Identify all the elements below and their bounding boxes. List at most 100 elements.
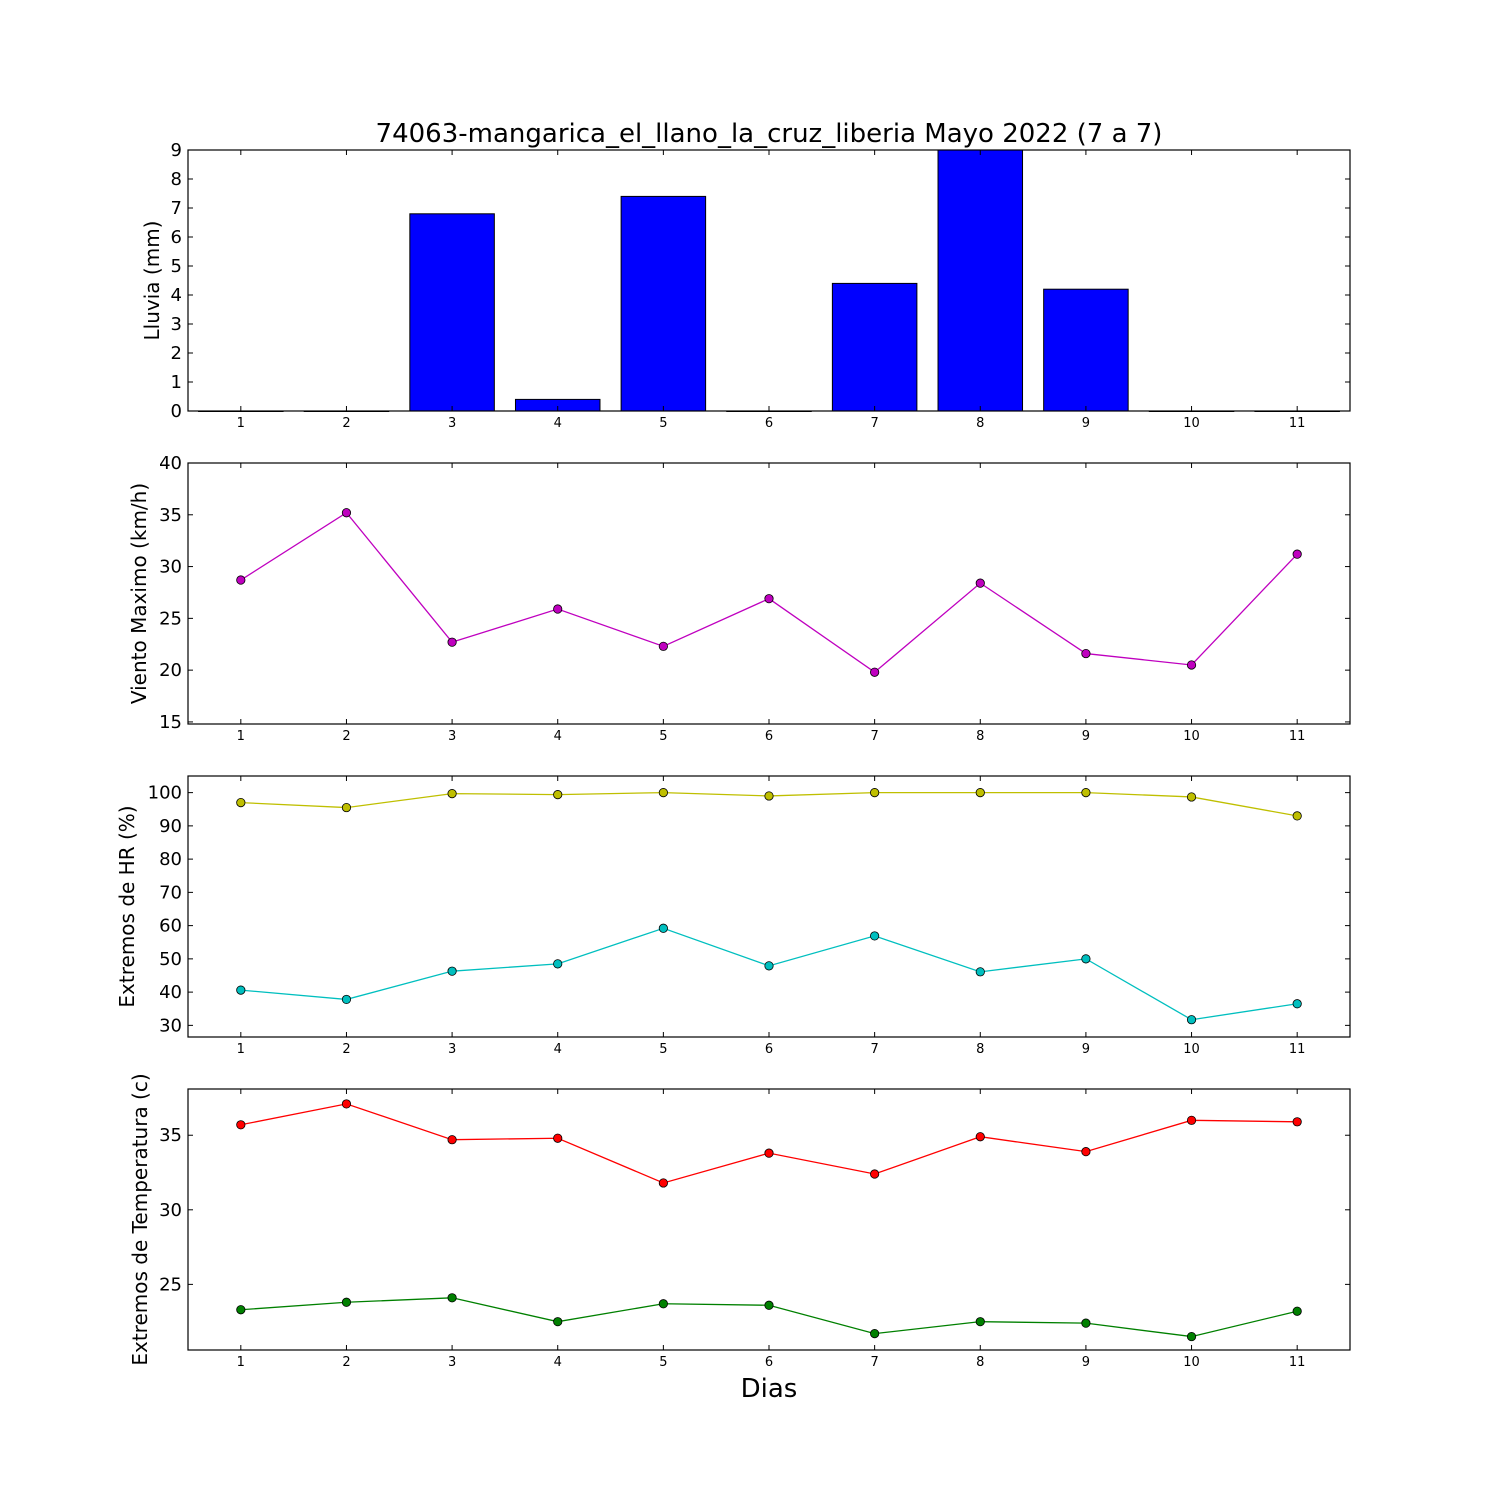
humidity-max-point xyxy=(658,788,668,798)
temperature-xlabel: Dias xyxy=(741,1374,798,1404)
temperature-xtick-label: 5 xyxy=(659,1355,667,1370)
temperature-min-point xyxy=(1292,1306,1302,1316)
temperature-max-point xyxy=(1292,1117,1302,1127)
wind-xtick-label: 9 xyxy=(1082,729,1090,744)
wind-xtick-label: 8 xyxy=(976,729,984,744)
temperature-xtick-label: 4 xyxy=(554,1355,562,1370)
wind-max-point xyxy=(1081,648,1091,659)
humidity-max-point xyxy=(447,789,457,799)
wind-ytick-label: 30 xyxy=(159,557,182,578)
rainfall-marks xyxy=(198,149,1340,412)
rainfall-ytick-label: 6 xyxy=(171,227,182,248)
rainfall-ytick-label: 2 xyxy=(171,343,182,364)
humidity-xtick-label: 10 xyxy=(1183,1042,1200,1057)
humidity-ytick-label: 40 xyxy=(159,982,182,1003)
panel-temperature: 1 2 3 4 5 6 7 8 9 10 11 25 30 35 Extremos de Temperat… xyxy=(128,1073,1351,1404)
temperature-max-point xyxy=(764,1148,774,1158)
humidity-min-point xyxy=(447,966,457,976)
wind-max-point xyxy=(553,604,563,614)
rainfall-xtick-label: 11 xyxy=(1289,416,1306,431)
temperature-xtick-label: 9 xyxy=(1082,1355,1090,1370)
rainfall-xtick-label: 7 xyxy=(870,416,878,431)
humidity-min-point xyxy=(341,994,352,1005)
humidity-max-point xyxy=(553,790,563,800)
humidity-min-point xyxy=(1081,954,1091,964)
temperature-max-point xyxy=(870,1169,880,1179)
wind-max-point xyxy=(341,508,352,518)
temperature-max-point xyxy=(447,1135,457,1145)
humidity-min-point xyxy=(1186,1015,1197,1025)
humidity-xtick-label: 1 xyxy=(237,1042,245,1057)
wind-xtick-label: 1 xyxy=(237,729,245,744)
wind-ticks: 1 2 3 4 5 6 7 8 9 10 11 15 20 25 30 35 40 xyxy=(159,453,1350,744)
temperature-min-point xyxy=(870,1328,880,1339)
wind-ytick-label: 15 xyxy=(159,712,182,733)
rainfall-ylabel: Lluvia (mm) xyxy=(140,221,164,341)
humidity-marks xyxy=(236,788,1302,1025)
temperature-min-point xyxy=(447,1293,457,1303)
humidity-min-point xyxy=(764,961,774,971)
rainfall-ytick-label: 0 xyxy=(171,401,182,422)
humidity-max-point xyxy=(764,791,774,801)
panel-humidity: 1 2 3 4 5 6 7 8 9 10 11 30 40 50 60 70 80 90 100 Extremos … xyxy=(115,775,1351,1057)
rainfall-ytick-label: 9 xyxy=(171,140,182,161)
humidity-xtick-label: 2 xyxy=(342,1042,350,1057)
temperature-min-point xyxy=(764,1300,774,1310)
rainfall-xtick-label: 9 xyxy=(1082,416,1090,431)
rainfall-xtick-label: 10 xyxy=(1183,416,1200,431)
humidity-ytick-label: 90 xyxy=(159,816,182,837)
humidity-ytick-label: 60 xyxy=(159,916,182,937)
humidity-min-point xyxy=(1292,999,1302,1009)
wind-max-point xyxy=(764,594,774,604)
humidity-min-point xyxy=(658,923,668,933)
rainfall-bar xyxy=(620,195,707,412)
humidity-max-point xyxy=(1186,792,1197,802)
rainfall-bar xyxy=(831,282,918,412)
humidity-min-point xyxy=(975,967,985,977)
rainfall-ytick-label: 7 xyxy=(171,198,182,219)
humidity-ticks: 1 2 3 4 5 6 7 8 9 10 11 30 40 50 60 70 80 90 100 xyxy=(148,776,1350,1057)
wind-xtick-label: 11 xyxy=(1289,729,1306,744)
wind-xtick-label: 3 xyxy=(448,729,456,744)
temperature-min-point xyxy=(975,1317,985,1327)
rainfall-xtick-label: 8 xyxy=(976,416,984,431)
temperature-xtick-label: 6 xyxy=(765,1355,773,1370)
humidity-min-point xyxy=(236,985,246,995)
rainfall-ytick-label: 3 xyxy=(171,314,182,335)
humidity-max-point xyxy=(341,802,352,813)
temperature-min-point xyxy=(1186,1331,1197,1342)
temperature-ylabel: Extremos de Temperatura (c) xyxy=(128,1073,152,1365)
rainfall-xtick-label: 5 xyxy=(659,416,667,431)
wind-ytick-label: 35 xyxy=(159,505,182,526)
humidity-xtick-label: 5 xyxy=(659,1042,667,1057)
rainfall-bar xyxy=(1043,288,1129,412)
temperature-xtick-label: 10 xyxy=(1183,1355,1200,1370)
humidity-max-point xyxy=(1292,811,1302,821)
temperature-min-point xyxy=(658,1299,668,1309)
rainfall-xtick-label: 1 xyxy=(237,416,245,431)
temperature-ytick-label: 30 xyxy=(159,1200,182,1221)
wind-max-point xyxy=(975,578,985,588)
wind-max-point xyxy=(447,637,457,647)
temperature-xtick-label: 3 xyxy=(448,1355,456,1370)
temperature-marks xyxy=(236,1099,1302,1342)
humidity-xtick-label: 7 xyxy=(870,1042,878,1057)
humidity-xtick-label: 9 xyxy=(1082,1042,1090,1057)
humidity-max-point xyxy=(1081,788,1091,798)
wind-xtick-label: 4 xyxy=(554,729,562,744)
temperature-xtick-label: 7 xyxy=(870,1355,878,1370)
humidity-min-point xyxy=(553,959,563,969)
wind-ytick-label: 40 xyxy=(159,453,182,474)
wind-marks xyxy=(236,508,1302,677)
temperature-max-point xyxy=(975,1132,985,1142)
temperature-max-point xyxy=(553,1133,563,1143)
humidity-xtick-label: 3 xyxy=(448,1042,456,1057)
panel-wind: 1 2 3 4 5 6 7 8 9 10 11 15 20 25 30 35 40 Viento Maximo … xyxy=(127,453,1351,744)
rainfall-xtick-label: 3 xyxy=(448,416,456,431)
wind-xtick-label: 5 xyxy=(659,729,667,744)
humidity-min-point xyxy=(870,931,880,941)
temperature-min-point xyxy=(553,1317,563,1327)
temperature-min-point xyxy=(236,1305,246,1315)
humidity-max-point xyxy=(870,788,880,798)
